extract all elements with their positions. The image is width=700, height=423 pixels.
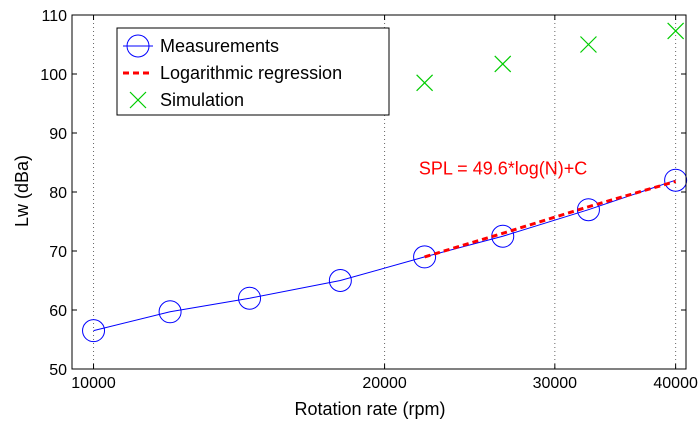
series-cross-2: [416, 22, 685, 92]
x-axis-label: Rotation rate (rpm): [294, 399, 445, 419]
simulation-point-0-b: [416, 74, 434, 92]
y-tick-label-1: 60: [49, 303, 67, 320]
y-tick-label-3: 80: [49, 185, 67, 202]
x-tick-label-1: 20000: [362, 375, 407, 392]
measurement-point-0: [82, 319, 106, 343]
legend-item-simulation: Simulation: [129, 90, 244, 110]
legend-simulation-marker-b: [129, 91, 147, 109]
y-axis-label: Lw (dBa): [12, 155, 32, 227]
y-tick-label-2: 70: [49, 244, 67, 261]
series-dashed-1: [424, 179, 677, 259]
y-tick-label-6: 110: [41, 8, 67, 25]
legend-measurements-label: Measurements: [160, 36, 279, 56]
legend-regression-label: Logarithmic regression: [160, 63, 342, 83]
measurement-point-1: [158, 300, 182, 324]
grid-layer: [93, 15, 677, 369]
measurement-point-3: [328, 269, 352, 292]
ticks-layer: 10000 20000 30000 40000 50 60 70 80 90 100 110: [40, 8, 698, 392]
legend-simulation-label: Simulation: [160, 90, 244, 110]
x-tick-label-3: 40000: [653, 375, 698, 392]
y-tick-label-5: 100: [40, 67, 67, 84]
simulation-point-3-b: [667, 22, 685, 40]
legend-item-regression: Logarithmic regression: [123, 63, 342, 83]
y-tick-label-4: 90: [49, 126, 67, 143]
measurement-point-6: [576, 198, 600, 222]
legend-item-measurements: Measurements: [123, 34, 279, 58]
measurement-point-4: [413, 245, 437, 269]
x-tick-label-2: 30000: [533, 375, 578, 392]
legend-box: [116, 27, 390, 116]
regression-line: [424, 179, 677, 259]
series-line-circle-0: [82, 168, 688, 343]
measurement-point-7: [664, 168, 688, 192]
legend-measurements-marker: [126, 34, 150, 58]
regression-annotation: SPL = 49.6*log(N)+C: [419, 158, 587, 178]
simulation-point-1-b: [494, 55, 512, 73]
simulation-point-2-b: [580, 36, 597, 53]
measurement-point-2: [238, 286, 262, 310]
series-layer: [82, 22, 688, 343]
measurements-line: [93, 179, 676, 332]
x-tick-label-0: 10000: [71, 375, 116, 392]
legend: Measurements Logarithmic regression Simu…: [116, 27, 390, 116]
y-tick-label-0: 50: [49, 362, 67, 379]
